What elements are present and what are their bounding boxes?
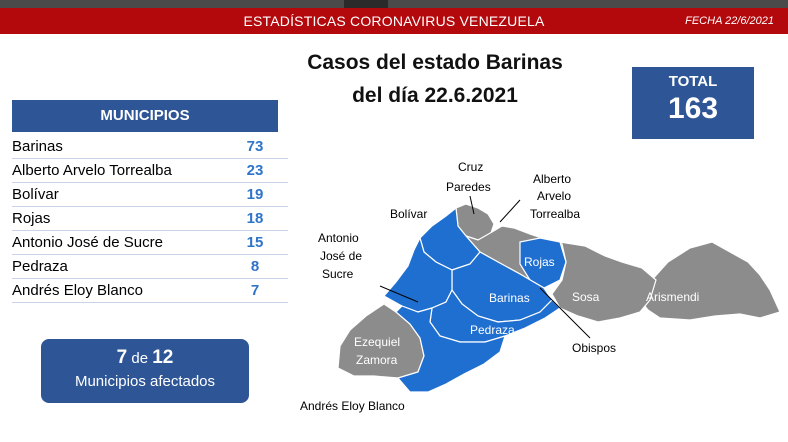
municipio-cases: 8 <box>250 258 260 275</box>
map-region-rojas <box>519 237 567 289</box>
municipios-table-body: Barinas 73 Alberto Arvelo Torrealba 23 B… <box>12 135 288 303</box>
label-obispos: Obispos <box>572 341 616 355</box>
affected-count: 7 <box>116 347 128 368</box>
table-row: Antonio José de Sucre 15 <box>12 231 288 255</box>
label-sucre-1: Antonio <box>318 231 359 245</box>
label-alberto-arvelo-3: Torrealba <box>530 207 580 221</box>
label-rojas: Rojas <box>524 255 555 269</box>
municipios-table: MUNICIPIOS Barinas 73 Alberto Arvelo Tor… <box>12 100 288 303</box>
affected-summary-box: 7 de 12 Municipios afectados <box>41 339 249 403</box>
municipio-cases: 19 <box>246 186 264 203</box>
callout-obispos <box>539 287 591 339</box>
top-strip <box>0 0 788 8</box>
map-region-bolivar <box>419 206 481 271</box>
label-sosa: Sosa <box>572 290 600 304</box>
municipio-cases: 18 <box>246 210 264 227</box>
label-alberto-arvelo-2: Arvelo <box>537 189 571 203</box>
municipio-name: Pedraza <box>12 258 68 275</box>
header-date: FECHA 22/6/2021 <box>685 15 774 27</box>
label-pedraza: Pedraza <box>470 323 515 337</box>
label-cruz-paredes-2: Paredes <box>446 180 491 194</box>
header-title: ESTADÍSTICAS CORONAVIRUS VENEZUELA <box>243 13 545 29</box>
label-arismendi: Arismendi <box>646 290 699 304</box>
table-row: Alberto Arvelo Torrealba 23 <box>12 159 288 183</box>
label-andres-eloy-blanco: Andrés Eloy Blanco <box>300 399 405 413</box>
page-title: Casos del estado Barinas del día 22.6.20… <box>265 46 605 112</box>
affected-of: de <box>131 350 149 367</box>
page-title-line-1: Casos del estado Barinas <box>307 51 563 74</box>
label-ezequiel-zamora-1: Ezequiel <box>354 335 400 349</box>
label-barinas: Barinas <box>489 291 530 305</box>
municipio-cases: 15 <box>246 234 264 251</box>
label-cruz-paredes-1: Cruz <box>458 160 483 174</box>
page-title-line-2: del día 22.6.2021 <box>352 84 518 107</box>
municipio-cases: 7 <box>250 282 260 299</box>
map-region-cruz-paredes <box>455 203 495 241</box>
callout-sucre <box>379 285 419 303</box>
label-alberto-arvelo-1: Alberto <box>533 172 571 186</box>
total-value: 163 <box>667 92 719 125</box>
table-row: Bolívar 19 <box>12 183 288 207</box>
total-box: TOTAL 163 <box>632 67 754 139</box>
map-region-sucre <box>383 236 453 313</box>
map-region-pedraza <box>429 288 561 343</box>
table-row: Barinas 73 <box>12 135 288 159</box>
label-bolivar: Bolívar <box>390 207 427 221</box>
label-sucre-2: José de <box>320 249 362 263</box>
municipio-name: Alberto Arvelo Torrealba <box>12 162 172 179</box>
map-region-ezequiel-zamora <box>337 303 425 379</box>
callout-alberto-arvelo <box>499 199 521 223</box>
municipio-cases: 73 <box>246 138 264 155</box>
header-bar: ESTADÍSTICAS CORONAVIRUS VENEZUELA FECHA… <box>0 8 788 34</box>
table-row: Pedraza 8 <box>12 255 288 279</box>
municipio-name: Antonio José de Sucre <box>12 234 163 251</box>
top-strip-notch <box>344 0 388 8</box>
map-region-arismendi <box>639 241 781 321</box>
table-row: Rojas 18 <box>12 207 288 231</box>
municipio-name: Bolívar <box>12 186 59 203</box>
affected-label: Municipios afectados <box>74 373 216 390</box>
map-region-andres-eloy-blanco <box>395 305 506 393</box>
affected-total: 12 <box>152 347 174 368</box>
municipio-name: Andrés Eloy Blanco <box>12 282 143 299</box>
callout-cruz-paredes <box>469 195 475 215</box>
municipio-name: Rojas <box>12 210 51 227</box>
map-region-barinas <box>451 251 553 323</box>
table-row: Andrés Eloy Blanco 7 <box>12 279 288 303</box>
affected-count-line: 7 de 12 <box>41 347 249 369</box>
label-sucre-3: Sucre <box>322 267 354 281</box>
total-label: TOTAL <box>668 73 718 90</box>
map-region-sosa <box>551 241 657 323</box>
map-region-alberto-arvelo <box>464 225 567 289</box>
municipios-table-header: MUNICIPIOS <box>12 100 278 132</box>
label-ezequiel-zamora-2: Zamora <box>356 353 398 367</box>
municipio-name: Barinas <box>12 138 63 155</box>
municipio-cases: 23 <box>246 162 264 179</box>
